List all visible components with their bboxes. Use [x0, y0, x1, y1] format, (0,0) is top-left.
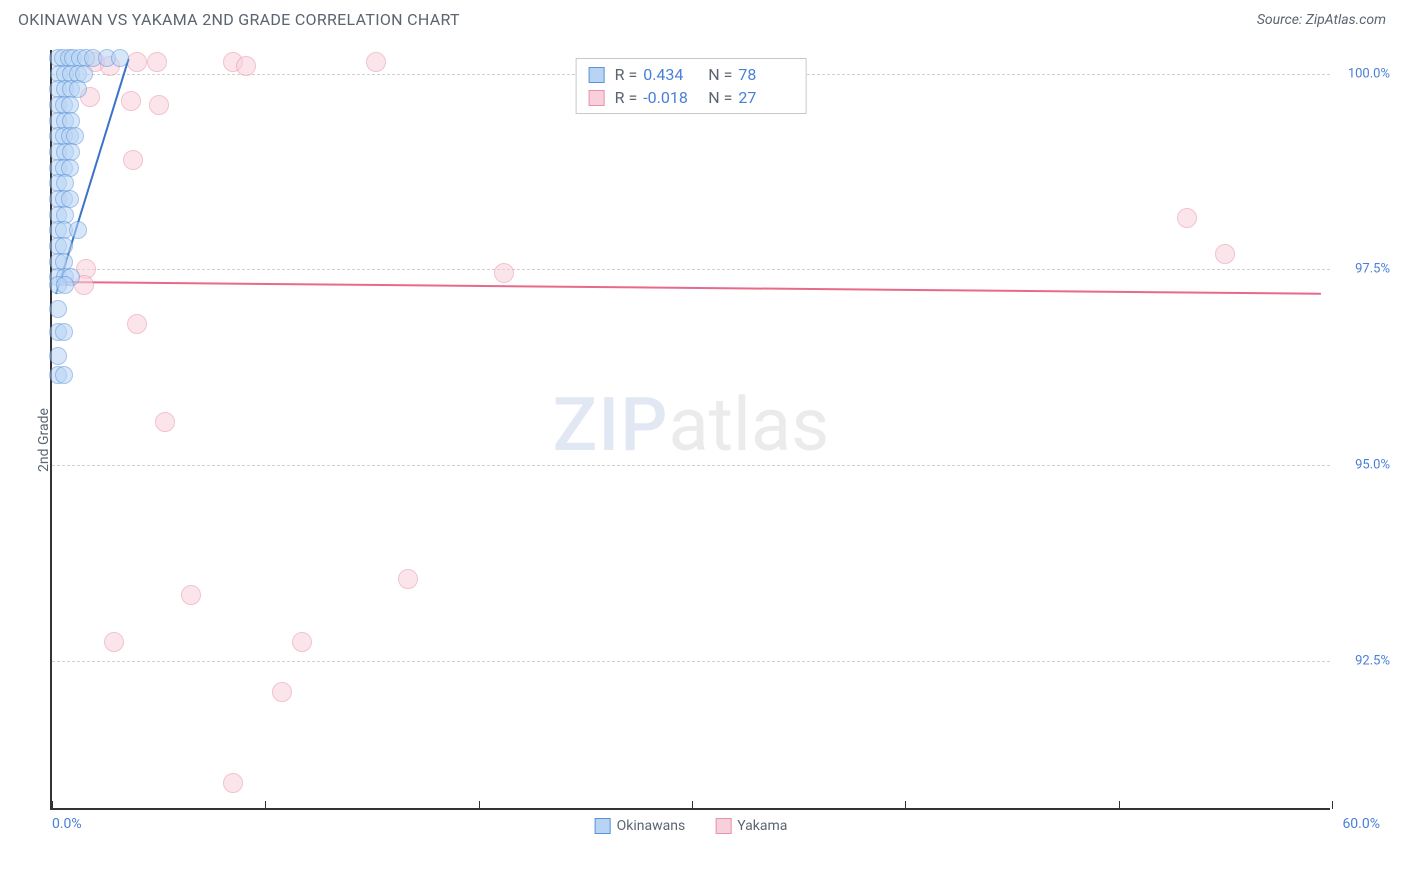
x-tick [692, 801, 693, 809]
data-point [398, 569, 418, 589]
x-tick [265, 801, 266, 809]
data-point [147, 52, 167, 72]
y-tick-label: 95.0% [1355, 458, 1390, 473]
data-point [494, 263, 514, 283]
data-point [236, 56, 256, 76]
x-tick [479, 801, 480, 809]
y-tick-label: 100.0% [1348, 66, 1390, 81]
data-point [49, 347, 67, 365]
y-tick-label: 97.5% [1355, 262, 1390, 277]
series-legend-item: Okinawans [595, 818, 686, 834]
data-point [181, 585, 201, 605]
x-tick [905, 801, 906, 809]
data-point [121, 91, 141, 111]
chart-source: Source: ZipAtlas.com [1257, 12, 1386, 28]
stat-label-n: N = [708, 65, 732, 84]
stat-label-r: R = [615, 65, 638, 84]
series-legend-label: Okinawans [617, 818, 686, 834]
data-point [127, 52, 147, 72]
grid-line [52, 661, 1330, 662]
data-point [366, 52, 386, 72]
data-point [149, 95, 169, 115]
legend-swatch [589, 67, 605, 83]
x-tick [1332, 801, 1333, 809]
data-point [155, 412, 175, 432]
series-legend-label: Yakama [737, 818, 787, 834]
stats-legend: R = 0.434 N = 78 R = -0.018 N = 27 [576, 58, 807, 114]
watermark-atlas: atlas [668, 382, 829, 469]
x-label-min: 0.0% [52, 816, 82, 832]
stats-legend-row: R = 0.434 N = 78 [589, 63, 794, 86]
y-tick-label: 92.5% [1355, 654, 1390, 669]
chart-container: 2nd Grade ZIPatlas 92.5%95.0%97.5%100.0%… [50, 50, 1390, 830]
grid-line [52, 269, 1330, 270]
data-point [49, 300, 67, 318]
stat-value-r: -0.018 [643, 88, 698, 107]
data-point [104, 632, 124, 652]
chart-title: OKINAWAN VS YAKAMA 2ND GRADE CORRELATION… [18, 10, 460, 29]
chart-header: OKINAWAN VS YAKAMA 2ND GRADE CORRELATION… [0, 0, 1406, 35]
series-legend: Okinawans Yakama [595, 818, 788, 834]
x-tick [52, 801, 53, 809]
watermark-zip: ZIP [553, 382, 669, 469]
data-point [55, 323, 73, 341]
data-point [1215, 244, 1235, 264]
watermark: ZIPatlas [553, 382, 830, 469]
x-label-max: 60.0% [1342, 816, 1380, 832]
stat-value-n: 27 [738, 88, 793, 107]
x-tick [1119, 801, 1120, 809]
data-point [56, 276, 74, 294]
stat-label-n: N = [708, 88, 732, 107]
plot-area: ZIPatlas 92.5%95.0%97.5%100.0%0.0%60.0%R… [50, 50, 1330, 810]
data-point [69, 221, 87, 239]
legend-swatch [595, 818, 611, 834]
legend-swatch [715, 818, 731, 834]
series-legend-item: Yakama [715, 818, 787, 834]
trend-line [56, 281, 1321, 295]
data-point [1177, 208, 1197, 228]
legend-swatch [589, 90, 605, 106]
data-point [127, 314, 147, 334]
data-point [111, 49, 129, 67]
stat-value-r: 0.434 [643, 65, 698, 84]
data-point [55, 366, 73, 384]
data-point [223, 773, 243, 793]
data-point [123, 150, 143, 170]
data-point [272, 682, 292, 702]
stat-label-r: R = [615, 88, 638, 107]
grid-line [52, 465, 1330, 466]
data-point [292, 632, 312, 652]
stat-value-n: 78 [738, 65, 793, 84]
stats-legend-row: R = -0.018 N = 27 [589, 86, 794, 109]
